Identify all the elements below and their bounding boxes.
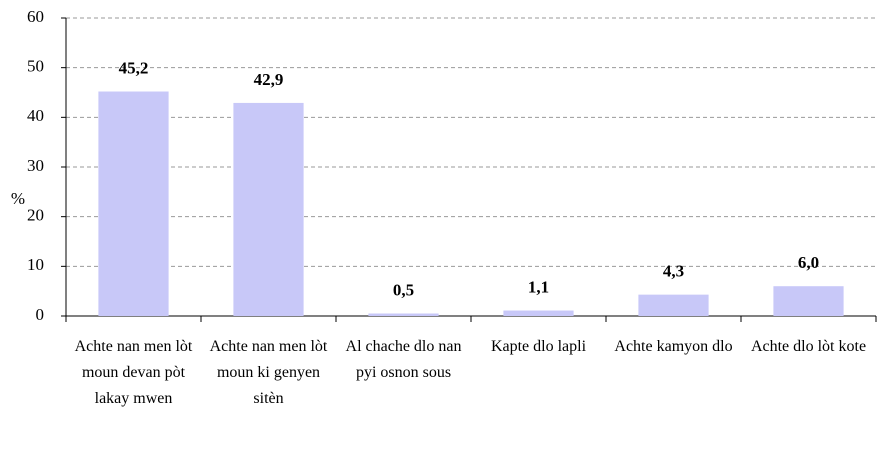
y-axis-label: % — [11, 189, 25, 208]
y-tick-label: 0 — [36, 305, 45, 324]
x-tick-label: Achte nan men lòt moun devan pòt lakay m… — [74, 338, 193, 407]
bar — [773, 286, 844, 316]
x-tick-label: Al chache dlo nan pyi osnon sous — [345, 338, 462, 381]
y-tick-label: 20 — [27, 206, 44, 225]
y-tick-label: 40 — [27, 106, 44, 125]
x-tick-label-box: Achte dlo lòt kote — [750, 338, 867, 355]
bar — [233, 102, 304, 317]
x-tick-label-box: Al chache dlo nan pyi osnon sous — [345, 338, 462, 381]
x-tick-label-box: Achte kamyon dlo — [614, 338, 733, 355]
value-label: 42,9 — [254, 70, 284, 89]
x-tick-label: Achte kamyon dlo — [614, 338, 733, 355]
y-tick-label: 10 — [27, 255, 44, 274]
value-label: 6,0 — [798, 253, 819, 272]
x-tick-label: Achte dlo lòt kote — [750, 338, 867, 355]
x-tick-label-box: Achte nan men lòt moun devan pòt lakay m… — [74, 338, 193, 407]
x-tick-label: Achte nan men lòt moun ki genyen sitèn — [209, 338, 328, 407]
bar — [503, 310, 574, 316]
x-tick-label-box: Achte nan men lòt moun ki genyen sitèn — [209, 338, 328, 407]
value-label: 45,2 — [119, 58, 149, 77]
x-tick-label: Kapte dlo lapli — [490, 338, 587, 355]
y-tick-label: 50 — [27, 57, 44, 76]
bar — [98, 91, 169, 316]
value-label: 0,5 — [393, 280, 414, 299]
x-tick-label-box: Kapte dlo lapli — [490, 338, 587, 355]
y-tick-label: 60 — [27, 7, 44, 26]
bar — [368, 313, 439, 316]
y-tick-label: 30 — [27, 156, 44, 175]
value-label: 1,1 — [528, 277, 549, 296]
bar — [638, 294, 709, 316]
value-label: 4,3 — [663, 262, 684, 281]
